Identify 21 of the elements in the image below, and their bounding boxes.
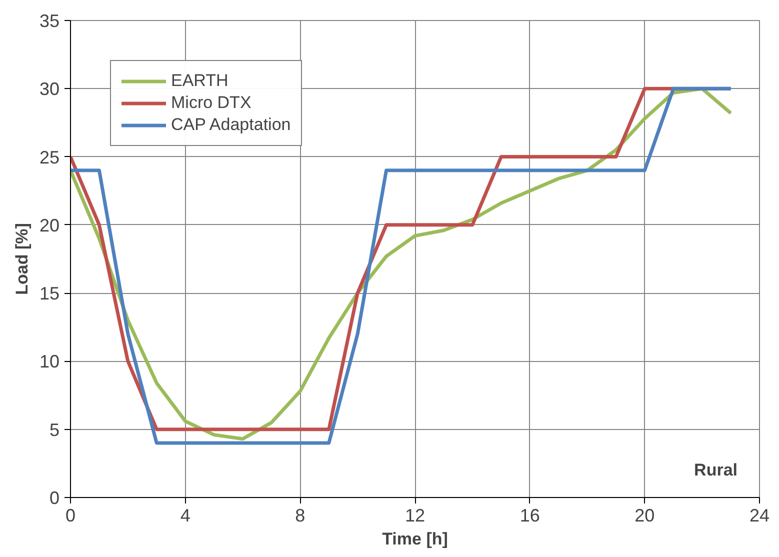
annotation: Rural <box>694 460 738 480</box>
y-tick-label: 0 <box>49 488 60 508</box>
y-axis-title: Load [%] <box>12 223 32 295</box>
y-tick-label: 35 <box>39 11 60 31</box>
x-tick-label: 20 <box>634 506 655 526</box>
y-tick-label: 30 <box>39 79 60 100</box>
y-tick-label: 25 <box>39 147 60 168</box>
legend-label: Micro DTX <box>171 93 252 113</box>
x-tick-label: 4 <box>180 506 190 526</box>
legend-label: CAP Adaptation <box>171 115 291 135</box>
y-tick-label: 10 <box>39 352 60 372</box>
x-tick-label: 0 <box>65 506 76 526</box>
x-tick-label: 8 <box>295 506 306 526</box>
x-tick-label: 24 <box>749 506 770 526</box>
y-tick-label: 20 <box>39 215 60 236</box>
y-tick-label: 15 <box>39 284 60 304</box>
x-tick-label: 16 <box>520 506 540 526</box>
y-tick-label: 5 <box>49 420 60 440</box>
x-tick-label: 12 <box>404 506 426 526</box>
legend-label: EARTH <box>171 71 228 91</box>
x-axis-title: Time [h] <box>382 530 448 548</box>
